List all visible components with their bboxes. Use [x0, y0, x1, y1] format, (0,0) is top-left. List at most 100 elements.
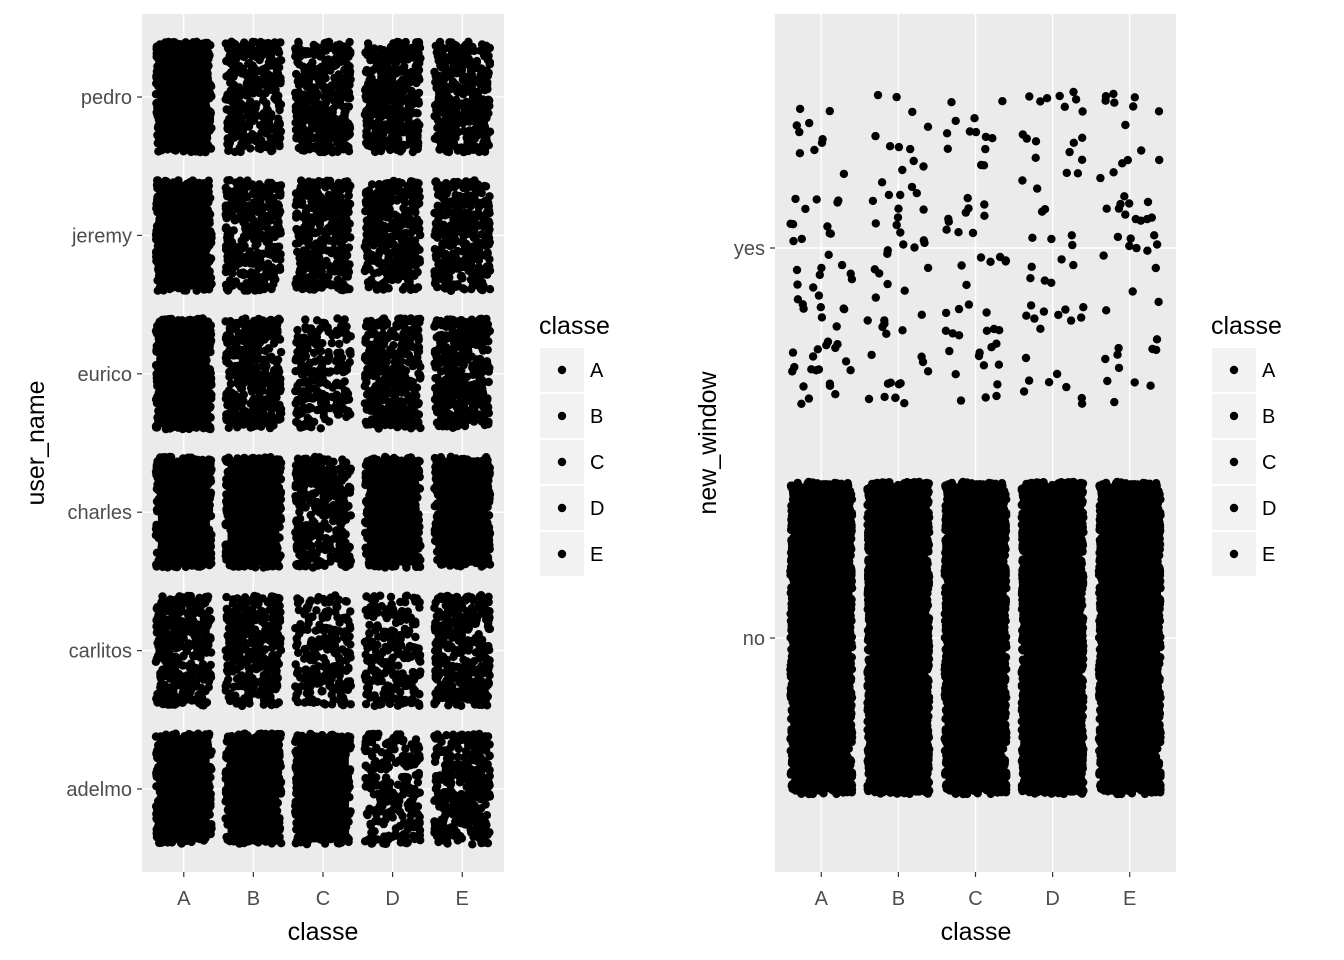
point: [163, 142, 171, 150]
point: [163, 319, 171, 327]
point: [467, 259, 475, 267]
point: [189, 43, 197, 51]
point: [155, 192, 163, 200]
point: [342, 233, 350, 241]
point: [452, 96, 460, 104]
point: [326, 267, 334, 275]
point: [432, 42, 440, 50]
point: [319, 65, 327, 73]
point: [255, 227, 263, 235]
point: [327, 280, 335, 288]
point: [392, 118, 400, 126]
point: [392, 56, 400, 64]
point: [409, 148, 417, 156]
point: [262, 40, 270, 48]
point: [401, 76, 409, 84]
point: [266, 53, 274, 61]
point: [374, 235, 382, 243]
point: [173, 211, 181, 219]
point: [179, 357, 187, 365]
point: [466, 108, 474, 116]
point: [313, 243, 321, 251]
point: [364, 39, 372, 47]
point: [239, 421, 247, 429]
point: [238, 237, 246, 245]
point: [206, 144, 214, 152]
point: [202, 103, 210, 111]
point: [407, 110, 415, 118]
point: [165, 367, 173, 375]
point: [434, 52, 442, 60]
point: [202, 366, 210, 374]
point: [389, 225, 397, 233]
point: [311, 357, 319, 365]
point: [312, 185, 320, 193]
point: [161, 350, 169, 358]
point: [319, 81, 327, 89]
point: [267, 285, 275, 293]
point: [296, 271, 304, 279]
point: [463, 138, 471, 146]
point: [297, 93, 305, 101]
point: [198, 210, 206, 218]
point: [408, 269, 416, 277]
point: [272, 200, 280, 208]
point: [259, 399, 267, 407]
point: [225, 55, 233, 63]
point: [400, 62, 408, 70]
point: [434, 260, 442, 268]
point: [227, 200, 235, 208]
point: [276, 182, 284, 190]
point: [296, 120, 304, 128]
point: [312, 104, 320, 112]
point: [346, 94, 354, 102]
point: [263, 261, 271, 269]
point: [155, 389, 163, 397]
point: [250, 236, 258, 244]
point: [364, 224, 372, 232]
point: [237, 320, 245, 328]
point: [455, 115, 463, 123]
point: [206, 227, 214, 235]
point: [153, 50, 161, 58]
point: [479, 199, 487, 207]
point: [178, 46, 186, 54]
point: [153, 131, 161, 139]
point: [162, 107, 170, 115]
point: [303, 192, 311, 200]
point: [438, 72, 446, 80]
point: [157, 275, 165, 283]
point: [224, 338, 232, 346]
point: [259, 316, 267, 324]
point: [276, 191, 284, 199]
point: [230, 81, 238, 89]
point: [431, 134, 439, 142]
point: [227, 38, 235, 46]
point: [396, 263, 404, 271]
point: [448, 264, 456, 272]
point: [408, 75, 416, 83]
point: [434, 191, 442, 199]
point: [401, 282, 409, 290]
point: [375, 117, 383, 125]
point-group-B-jeremy: [222, 176, 286, 295]
point: [191, 141, 199, 149]
point: [195, 335, 203, 343]
point: [411, 120, 419, 128]
point: [387, 43, 395, 51]
point: [445, 273, 453, 281]
point: [241, 50, 249, 58]
point: [237, 142, 245, 150]
point: [271, 133, 279, 141]
point: [414, 99, 422, 107]
point: [452, 199, 460, 207]
point: [372, 57, 380, 65]
point: [248, 387, 256, 395]
point: [446, 242, 454, 250]
point: [187, 129, 195, 137]
point: [276, 256, 284, 264]
point: [224, 263, 232, 271]
point: [241, 270, 249, 278]
point: [242, 253, 250, 261]
point: [311, 229, 319, 237]
